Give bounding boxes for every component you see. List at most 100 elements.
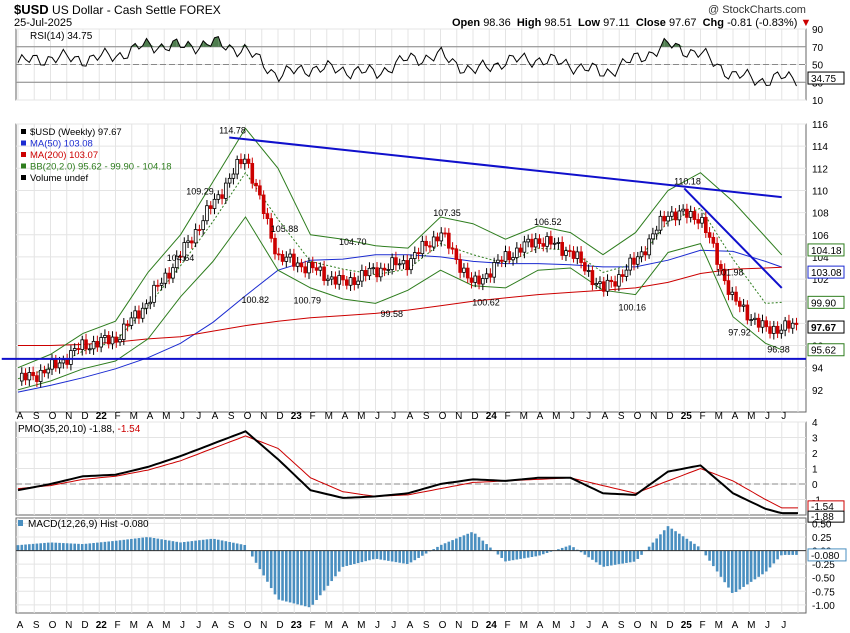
price-x-axis-month-label: M (747, 411, 755, 422)
exchange: FOREX (179, 3, 221, 17)
price-candle-body (129, 317, 134, 326)
macd-axis-tick-label: -1.00 (812, 601, 835, 612)
price-annotation: 104.64 (167, 253, 195, 263)
price-candle-body (620, 274, 625, 277)
macd-hist-bar (780, 550, 783, 556)
macd-hist-bar (292, 550, 296, 604)
macd-hist-bar (356, 550, 360, 564)
pmo-legend-signal: -1.54 (118, 424, 141, 435)
macd-hist-bar (742, 550, 745, 587)
macd-hist-bar (436, 546, 439, 551)
price-x-axis-year-label: 22 (96, 411, 108, 422)
price-candle-body (390, 257, 394, 270)
price-annotation: 100.79 (293, 295, 321, 305)
price-x-axis-year-label: 25 (681, 411, 693, 422)
price-x-axis-month-label: F (699, 411, 705, 422)
macd-hist-bar (300, 550, 303, 606)
price-x-axis-month-label: J (765, 411, 770, 422)
macd-hist-bar (447, 541, 451, 551)
macd-hist-bar (628, 550, 632, 563)
price-candle-body (703, 217, 708, 234)
price-legend-item: BB(20,2.0) 95.62 - 99.90 - 104.18 (30, 162, 172, 173)
bottom-x-axis-month-label: M (130, 620, 138, 631)
macd-hist-bar (209, 538, 213, 551)
price-axis-tick-label: 110 (812, 186, 828, 197)
macd-hist-bar (413, 550, 417, 561)
price-candle-body (171, 267, 175, 279)
price-candle-body (352, 277, 357, 285)
price-candle-body (428, 245, 432, 248)
price-x-axis-month-label: O (439, 411, 447, 422)
price-candle-body (329, 276, 334, 280)
bottom-x-axis-month-label: M (162, 620, 170, 631)
price-x-axis-month-label: S (228, 411, 235, 422)
price-x-axis-month-label: N (455, 411, 462, 422)
pmo-line (17, 430, 798, 515)
macd-hist-bar (439, 544, 443, 551)
bottom-x-axis-month-label: J (586, 620, 591, 631)
macd-hist-bar (80, 544, 84, 551)
pmo-axis-tick-label: 0 (812, 480, 818, 491)
bottom-x-axis-month-label: J (570, 620, 575, 631)
price-candle-body (639, 251, 644, 258)
macd-hist-bar (632, 550, 636, 562)
rsi-axis-tick-label: 50 (812, 61, 824, 72)
price-candle-body (276, 253, 281, 256)
price-candle-body (465, 267, 470, 279)
price-candle-body (654, 229, 659, 235)
price-candle-body (772, 325, 776, 334)
macd-hist-bar (243, 544, 247, 551)
ohlc-readout: Open 98.36 High 98.51 Low 97.11 Close 97… (452, 17, 811, 29)
macd-hist-bar (496, 550, 500, 555)
price-x-axis-month-label: M (520, 411, 528, 422)
price-candle-body (239, 159, 243, 165)
macd-hist-bar (277, 550, 281, 600)
bottom-x-axis-year-label: 25 (681, 620, 693, 631)
macd-axis-tick-label: -0.50 (812, 574, 835, 585)
bottom-x-axis-month-label: D (471, 620, 478, 631)
chart-title: $USD US Dollar - Cash Settle FOREX (14, 2, 221, 17)
macd-hist-bar (776, 550, 779, 560)
price-candle-body (632, 257, 636, 265)
price-candle-body (307, 261, 311, 274)
price-candle-body (764, 320, 769, 328)
macd-hist-bar (130, 538, 133, 551)
price-candle-body (537, 238, 542, 244)
price-candle-body (726, 280, 731, 295)
macd-hist-bar (715, 550, 719, 572)
price-legend-swatch (21, 129, 26, 134)
price-x-axis-month-label: D (666, 411, 673, 422)
macd-axis-tick-label: -0.75 (812, 587, 835, 598)
macd-hist-bar (640, 550, 643, 555)
price-candle-body (31, 372, 35, 377)
macd-hist-bar (266, 550, 269, 582)
price-axis-tick-label: 108 (812, 209, 829, 220)
macd-hist-bar (126, 539, 129, 551)
macd-hist-bar (24, 544, 27, 551)
price-candle-body (552, 242, 557, 245)
macd-hist-bar (455, 538, 458, 551)
price-x-axis-month-label: A (147, 411, 154, 422)
price-last-box (807, 320, 845, 334)
macd-hist-bar (591, 550, 594, 560)
price-candle-body (397, 263, 402, 266)
price-legend-item: MA(50) 103.08 (30, 139, 93, 150)
price-candle-body (212, 198, 217, 209)
macd-hist-bar (394, 550, 398, 563)
price-candle-body (193, 229, 198, 244)
macd-hist-bar (602, 550, 606, 567)
macd-hist-bar (398, 550, 401, 563)
price-annotation: 114.78 (219, 126, 246, 136)
price-candle-body (749, 319, 753, 321)
price-legend-item: $USD (Weekly) 97.67 (30, 127, 122, 138)
price-candle-body (174, 255, 179, 269)
macd-hist-bar (538, 550, 541, 556)
bottom-x-axis-month-label: J (180, 620, 185, 631)
price-candle-body (439, 232, 444, 242)
price-candle-body (462, 267, 466, 273)
price-candle-body (741, 304, 746, 307)
macd-hist-bar (258, 550, 262, 570)
bottom-x-axis-year-label: 22 (96, 620, 108, 631)
macd-hist-bar (583, 550, 587, 555)
